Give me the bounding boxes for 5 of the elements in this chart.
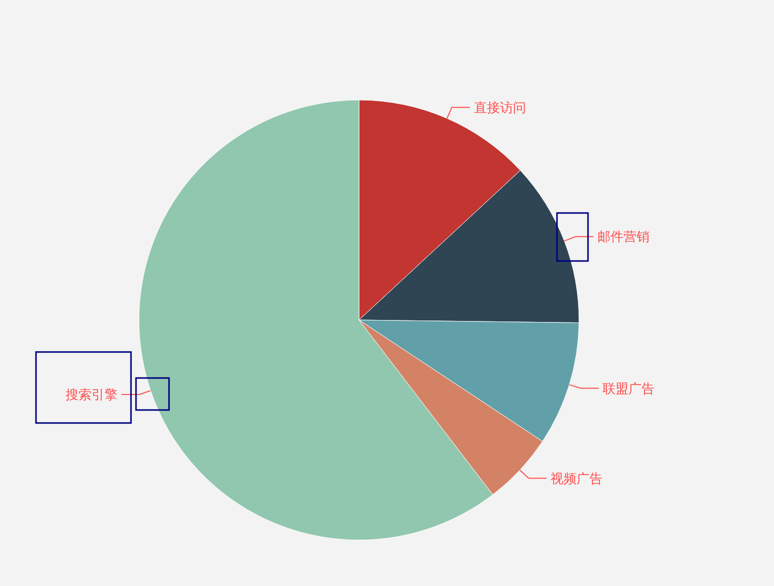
slice-label: 直接访问 (474, 100, 526, 116)
slice-label: 邮件营销 (598, 230, 650, 246)
slice-label: 联盟广告 (602, 382, 655, 397)
slice-label: 搜索引擎 (65, 388, 118, 404)
slice-label: 视频广告 (550, 472, 603, 487)
